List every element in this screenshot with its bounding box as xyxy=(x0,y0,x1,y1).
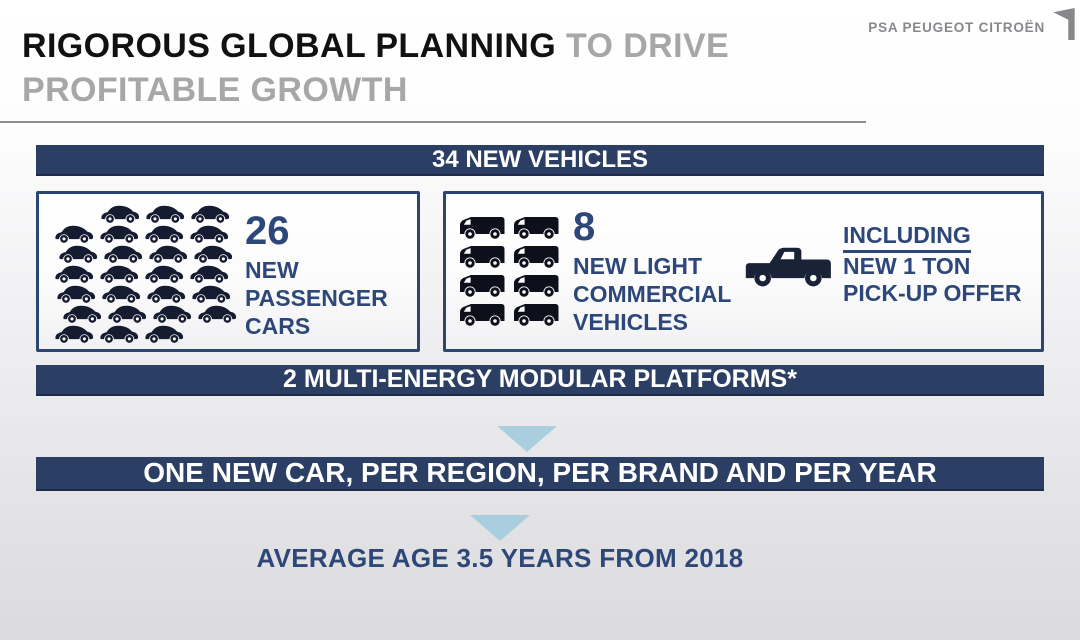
icon-row xyxy=(53,203,238,223)
page-title: RIGOROUS GLOBAL PLANNING TO DRIVE PROFIT… xyxy=(22,24,862,112)
car-icon xyxy=(192,243,234,263)
car-icon xyxy=(99,203,141,223)
van-icon xyxy=(458,243,506,269)
psa-logo-icon xyxy=(1053,8,1075,40)
pickup-note-line3: PICK-UP OFFER xyxy=(843,280,1022,306)
car-icon xyxy=(143,263,185,283)
van-grid xyxy=(458,214,560,330)
passenger-cars-count: 26 xyxy=(245,209,290,253)
banner-platforms-label: 2 MULTI-ENERGY MODULAR PLATFORMS* xyxy=(283,365,797,393)
icon-row xyxy=(458,301,560,327)
car-icon xyxy=(189,203,231,223)
van-icon xyxy=(458,301,506,327)
car-icon xyxy=(57,243,99,263)
banner-cadence-label: ONE NEW CAR, PER REGION, PER BRAND AND P… xyxy=(143,457,937,488)
van-icon xyxy=(458,214,506,240)
icon-row xyxy=(53,263,238,283)
car-icon xyxy=(98,323,140,343)
passenger-cars-box: 26 NEW PASSENGER CARS xyxy=(36,191,420,352)
car-icon xyxy=(102,243,144,263)
car-icon xyxy=(188,223,230,243)
car-icon xyxy=(55,283,97,303)
pickup-note-line2: NEW 1 TON xyxy=(843,253,971,279)
icon-row xyxy=(53,223,238,243)
car-icon xyxy=(188,263,230,283)
average-age-statement: AVERAGE AGE 3.5 YEARS FROM 2018 xyxy=(256,543,744,573)
company-logo: PSA PEUGEOT CITROËN xyxy=(868,8,1076,40)
car-icon xyxy=(145,283,187,303)
car-icon xyxy=(98,263,140,283)
company-logo-text: PSA PEUGEOT CITROËN xyxy=(868,20,1045,35)
car-icon xyxy=(106,303,148,323)
icon-row xyxy=(53,283,238,303)
title-divider xyxy=(0,121,866,123)
car-icon xyxy=(196,303,238,323)
icon-row xyxy=(458,272,560,298)
commercial-vehicles-count: 8 xyxy=(573,205,596,249)
van-icon xyxy=(512,272,560,298)
car-icon xyxy=(53,323,95,343)
car-icon xyxy=(143,323,185,343)
title-line2-secondary: PROFITABLE GROWTH xyxy=(22,71,408,109)
car-icon xyxy=(147,243,189,263)
car-icon xyxy=(144,203,186,223)
down-arrow-icon xyxy=(470,515,530,541)
car-icon xyxy=(53,223,95,243)
van-icon xyxy=(512,214,560,240)
down-arrow-icon xyxy=(497,426,557,452)
van-icon xyxy=(512,243,560,269)
title-line1-secondary: TO DRIVE xyxy=(565,27,730,65)
car-icon xyxy=(190,283,232,303)
pickup-note-line1: INCLUDING xyxy=(843,222,971,253)
van-icon xyxy=(512,301,560,327)
car-icon xyxy=(61,303,103,323)
van-icon xyxy=(458,272,506,298)
pickup-note: INCLUDING NEW 1 TON PICK-UP OFFER xyxy=(843,222,1021,307)
commercial-vehicles-box: 8 NEW LIGHT COMMERCIAL VEHICLES INCLUDIN… xyxy=(443,191,1044,352)
car-icon xyxy=(100,283,142,303)
icon-row xyxy=(53,303,238,323)
car-icon xyxy=(143,223,185,243)
car-icon xyxy=(98,223,140,243)
commercial-vehicles-label: NEW LIGHT COMMERCIAL VEHICLES xyxy=(573,253,732,335)
icon-row xyxy=(53,323,238,343)
banner-cadence: ONE NEW CAR, PER REGION, PER BRAND AND P… xyxy=(36,457,1044,491)
icon-row xyxy=(458,214,560,240)
banner-new-vehicles: 34 NEW VEHICLES xyxy=(36,145,1044,176)
banner-new-vehicles-label: 34 NEW VEHICLES xyxy=(431,145,649,173)
passenger-car-grid xyxy=(53,203,238,343)
icon-row xyxy=(458,243,560,269)
title-line1-emphasis: RIGOROUS GLOBAL PLANNING xyxy=(22,27,557,65)
banner-platforms: 2 MULTI-ENERGY MODULAR PLATFORMS* xyxy=(36,365,1044,396)
pickup-truck-icon xyxy=(743,236,833,292)
passenger-cars-label: NEW PASSENGER CARS xyxy=(245,257,388,339)
icon-row xyxy=(53,243,238,263)
car-icon xyxy=(53,263,95,283)
car-icon xyxy=(151,303,193,323)
